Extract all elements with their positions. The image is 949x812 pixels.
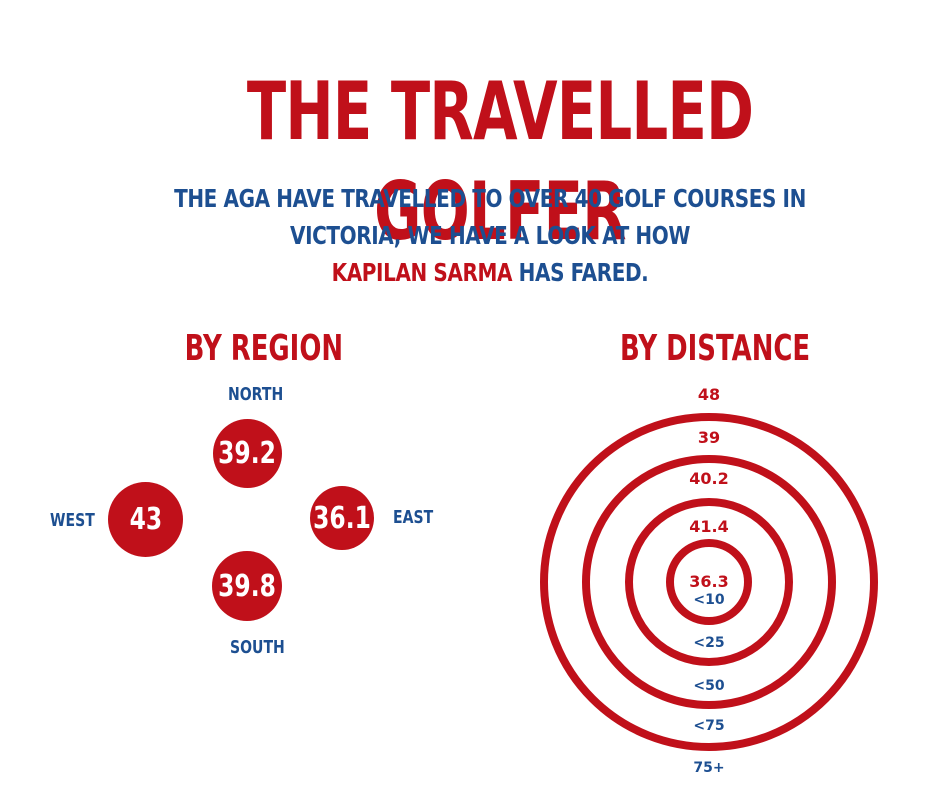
band-label-under-10: <10 xyxy=(693,592,724,608)
region-value-west: 43 xyxy=(129,502,162,537)
value-label-75-plus: 48 xyxy=(698,385,720,404)
value-label-under-10: 36.3 xyxy=(689,572,728,591)
band-label-under-75: <75 xyxy=(693,718,724,734)
region-label-north: NORTH xyxy=(228,384,284,405)
ring-75-plus xyxy=(540,413,878,751)
ring-under-75 xyxy=(582,455,836,709)
region-bubble-west: 43 xyxy=(108,482,183,557)
region-bubble-south: 39.8 xyxy=(212,551,282,621)
region-value-east: 36.1 xyxy=(313,500,371,536)
value-label-under-25: 41.4 xyxy=(689,517,728,536)
region-chart-title: BY REGION xyxy=(184,328,344,369)
value-label-under-75: 39 xyxy=(698,428,720,447)
region-bubble-north: 39.2 xyxy=(213,419,282,488)
subtitle-end: HAS FARED. xyxy=(512,258,649,287)
subtitle-player-name: KAPILAN SARMA xyxy=(331,258,513,287)
value-label-under-50: 40.2 xyxy=(689,469,728,488)
band-label-under-25: <25 xyxy=(693,635,724,651)
subtitle-line: THE AGA HAVE TRAVELLED TO OVER 40 GOLF C… xyxy=(174,184,806,250)
band-label-under-50: <50 xyxy=(693,678,724,694)
page-subtitle: THE AGA HAVE TRAVELLED TO OVER 40 GOLF C… xyxy=(50,180,930,291)
region-bubble-east: 36.1 xyxy=(310,486,374,550)
ring-under-50 xyxy=(625,498,793,666)
ring-under-25 xyxy=(666,539,752,625)
region-label-south: SOUTH xyxy=(230,637,285,658)
region-label-west: WEST xyxy=(50,510,95,531)
region-label-east: EAST xyxy=(393,507,434,528)
distance-chart-title: BY DISTANCE xyxy=(620,328,811,369)
region-value-north: 39.2 xyxy=(218,436,277,471)
region-value-south: 39.8 xyxy=(218,568,276,604)
band-label-75-plus: 75+ xyxy=(693,760,724,776)
page-title: THE TRAVELLED GOLFER xyxy=(246,65,754,258)
